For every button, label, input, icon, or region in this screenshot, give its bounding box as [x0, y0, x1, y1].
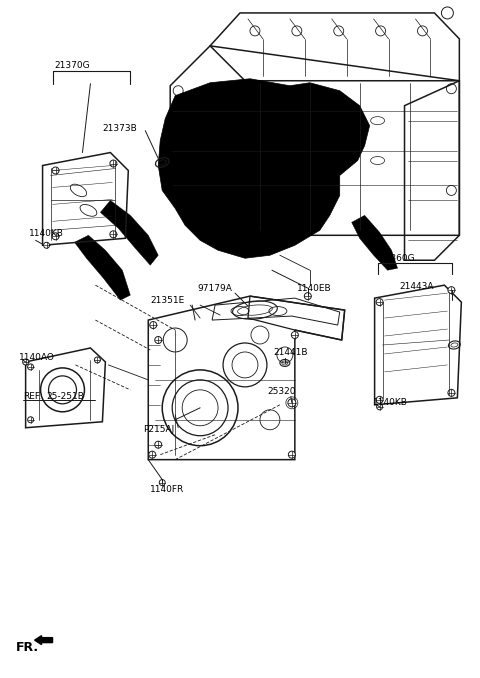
Circle shape: [149, 451, 156, 458]
Circle shape: [291, 332, 299, 338]
Text: 1140AO: 1140AO: [19, 353, 55, 363]
Circle shape: [159, 479, 165, 485]
Circle shape: [155, 441, 162, 448]
Circle shape: [442, 7, 454, 19]
Polygon shape: [100, 201, 158, 265]
Circle shape: [172, 380, 228, 436]
Circle shape: [95, 357, 100, 363]
Text: 25320: 25320: [267, 387, 295, 397]
Text: 21443A: 21443A: [399, 281, 434, 291]
Circle shape: [163, 328, 187, 352]
Circle shape: [28, 417, 34, 423]
Circle shape: [48, 376, 76, 404]
Circle shape: [277, 347, 293, 363]
Circle shape: [173, 85, 183, 96]
Text: 21441B: 21441B: [273, 348, 307, 357]
Circle shape: [288, 451, 295, 458]
Circle shape: [52, 167, 59, 174]
Circle shape: [260, 410, 280, 430]
Text: FR.: FR.: [16, 641, 39, 654]
Text: 1140FR: 1140FR: [150, 485, 184, 494]
FancyArrow shape: [35, 636, 52, 645]
Text: P215AJ: P215AJ: [144, 425, 175, 434]
Circle shape: [288, 399, 296, 407]
Circle shape: [182, 390, 218, 426]
Circle shape: [448, 287, 455, 294]
Circle shape: [448, 389, 455, 397]
Circle shape: [377, 404, 383, 410]
Circle shape: [223, 343, 267, 387]
Text: REF.: REF.: [23, 393, 41, 401]
Text: 97179A: 97179A: [197, 283, 232, 293]
Circle shape: [110, 160, 117, 167]
Circle shape: [150, 321, 157, 329]
Polygon shape: [352, 216, 397, 271]
Circle shape: [23, 359, 29, 365]
Circle shape: [334, 26, 344, 36]
Circle shape: [446, 186, 456, 195]
Circle shape: [376, 397, 383, 403]
Circle shape: [418, 26, 428, 36]
Circle shape: [376, 26, 385, 36]
Circle shape: [110, 231, 117, 238]
Circle shape: [446, 84, 456, 94]
Text: 21360G: 21360G: [380, 254, 415, 263]
Circle shape: [28, 364, 34, 370]
Circle shape: [251, 326, 269, 344]
Circle shape: [250, 26, 260, 36]
Circle shape: [232, 352, 258, 378]
Circle shape: [52, 233, 59, 240]
Circle shape: [155, 336, 162, 344]
Text: 1140KB: 1140KB: [29, 228, 63, 238]
Polygon shape: [158, 79, 370, 258]
Text: 21370G: 21370G: [55, 61, 90, 71]
Text: 21373B: 21373B: [102, 124, 137, 133]
Circle shape: [162, 370, 238, 445]
Circle shape: [376, 298, 383, 306]
Text: 21351E: 21351E: [150, 296, 184, 304]
Polygon shape: [74, 235, 130, 300]
Circle shape: [173, 186, 183, 195]
Circle shape: [304, 293, 312, 300]
Text: 1140EB: 1140EB: [297, 283, 332, 293]
Text: 25-251B: 25-251B: [47, 393, 84, 401]
Circle shape: [41, 368, 84, 412]
Circle shape: [44, 242, 49, 248]
Text: 1140KB: 1140KB: [372, 398, 408, 407]
Circle shape: [292, 26, 302, 36]
